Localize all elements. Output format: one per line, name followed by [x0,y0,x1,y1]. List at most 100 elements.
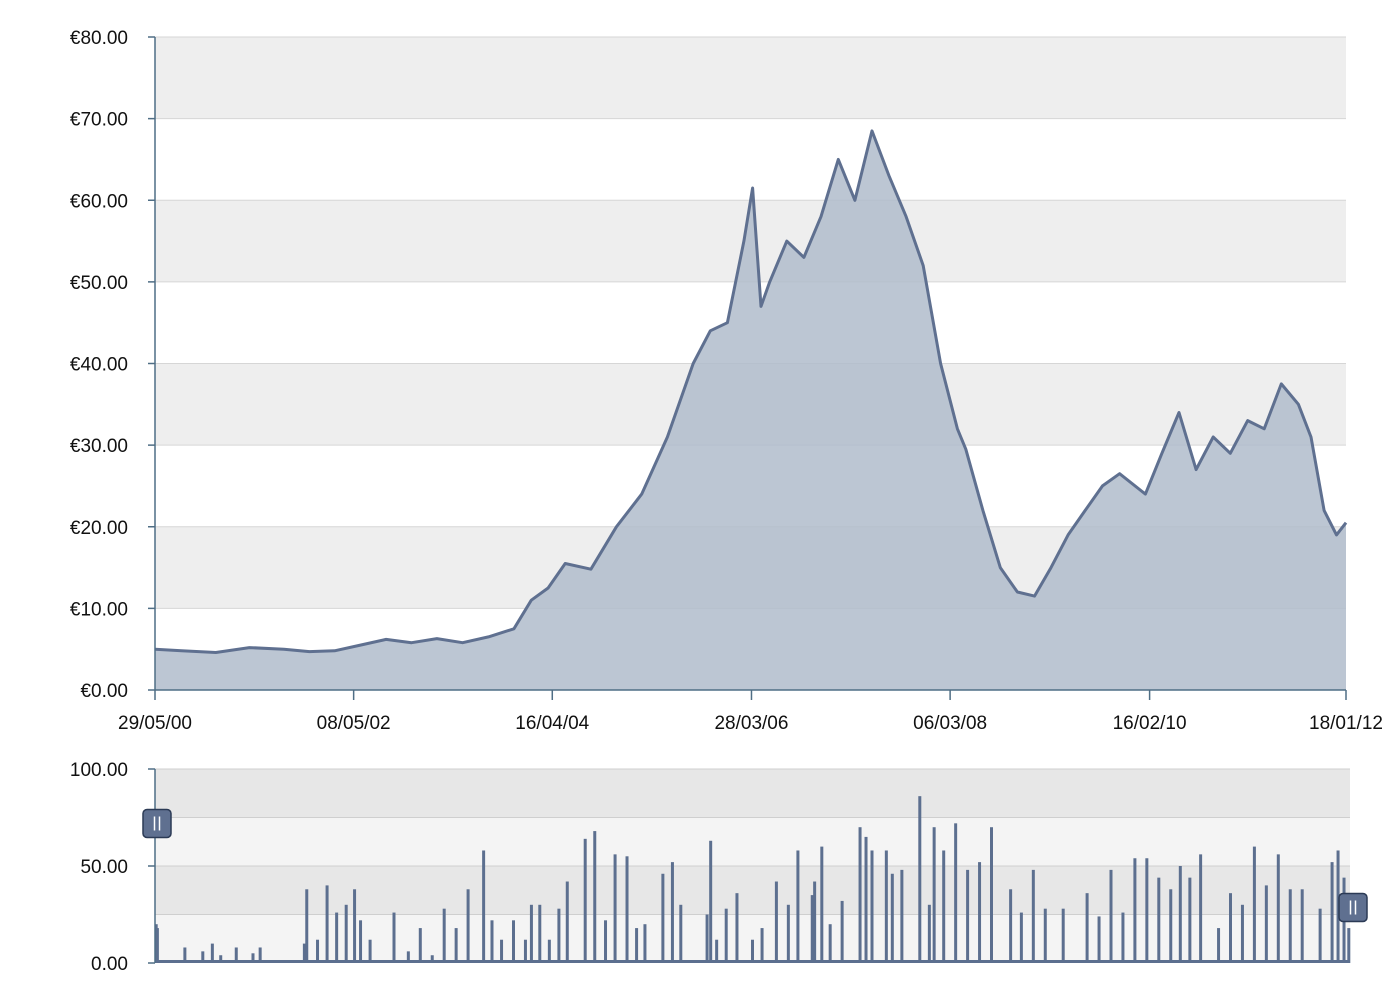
volume-bar [786,904,790,963]
volume-bar [1288,889,1292,963]
volume-bar [335,912,339,963]
volume-bar [870,850,874,963]
volume-bar [613,854,617,963]
volume-bar [234,947,238,963]
volume-bar [724,908,728,963]
volume-bar [490,920,494,963]
volume-bar [482,850,486,963]
volume-bar [927,904,931,963]
volume-bar [500,939,504,963]
volume-bar [1276,854,1280,963]
volume-bar [1252,846,1256,963]
volume-bar [1157,877,1161,963]
volume-baseline [155,960,1350,963]
volume-bar [1019,912,1023,963]
volume-bar [661,873,665,963]
volume-bar [864,836,868,963]
volume-bar [978,862,982,963]
volume-bar [751,939,754,963]
volume-bar [523,939,527,963]
volume-bar [966,869,970,963]
volume-bar [557,908,561,963]
volume-bar [604,920,608,963]
volume-bar [183,947,187,963]
volume-bar [1097,916,1101,963]
y-tick-label: €60.00 [70,191,128,212]
volume-bar [774,881,778,963]
volume-bar [512,920,515,963]
volume-bar [392,912,396,963]
x-tick-label: 06/03/08 [913,713,987,734]
volume-bar [1145,858,1149,963]
volume-bar [918,796,922,963]
volume-bar [884,850,888,963]
volume-bar [1061,908,1065,963]
volume-bar [858,827,862,963]
volume-bar [430,955,434,963]
price-chart: €0.00 €10.00 €20.00 €30.00 €40.00 €50.00 €60.0… [70,28,1383,734]
volume-bar [1199,854,1203,963]
volume-bar [1109,869,1113,963]
price-area [155,130,1346,690]
volume-bar [932,827,936,963]
volume-bar [210,943,214,963]
volume-bar [670,862,674,963]
volume-bar [643,924,647,963]
volume-bar [820,846,824,963]
range-handle-top-body [142,808,172,839]
volume-bar [1133,858,1137,963]
volume-bar [325,885,329,963]
volume-bar [635,928,639,963]
volume-bar [810,895,814,963]
volume-bar [251,953,255,963]
volume-bar [368,939,372,963]
y-tick-label: €50.00 [70,273,128,294]
volume-bar [709,840,713,963]
volume-bar [1229,893,1232,963]
volume-bar [418,928,422,963]
volume-bar [796,850,800,963]
volume-bar [454,928,458,963]
y-tick-label: €20.00 [70,518,128,539]
volume-bar [1031,869,1035,963]
volume-bar [1240,904,1244,963]
volume-bar [258,947,262,963]
volume-bar [302,943,306,963]
volume-bar [828,924,832,963]
y-tick-label: €10.00 [70,599,128,620]
price-line [154,129,1348,654]
volume-bar [583,838,587,963]
x-tick-label: 16/02/10 [1113,713,1187,734]
x-tick-label: 16/04/04 [515,713,589,734]
volume-bar [547,939,551,963]
volume-bar [954,823,958,963]
volume-bar [990,827,993,963]
volume-bar [305,889,309,963]
range-handle-bottom-body [1338,892,1368,923]
volume-bar [890,873,894,963]
x-tick-label: 18/01/12 [1309,713,1383,734]
volume-bar [1188,877,1192,963]
volume-bar [1336,850,1340,963]
volume-bar [529,904,533,963]
range-handle-bottom[interactable] [1338,892,1368,923]
volume-bar [316,939,320,963]
volume-band [155,769,1350,818]
y-tick-label: €30.00 [70,436,128,457]
volume-bar [813,881,817,963]
volume-bar [201,951,205,963]
volume-bar [1085,893,1089,963]
x-tick-label: 08/05/02 [317,713,391,734]
y-tick-label: €40.00 [70,355,128,376]
volume-bar [705,914,709,963]
volume-bar [593,831,597,963]
volume-bar [1318,908,1322,963]
volume-bar [625,856,629,963]
range-handle-top[interactable] [142,808,172,839]
grid-band [155,37,1346,119]
volume-bar [1121,912,1125,963]
volume-bar [1264,885,1268,963]
volume-bar [1169,889,1173,963]
volume-bar [1330,862,1334,963]
volume-bar [1347,928,1351,963]
